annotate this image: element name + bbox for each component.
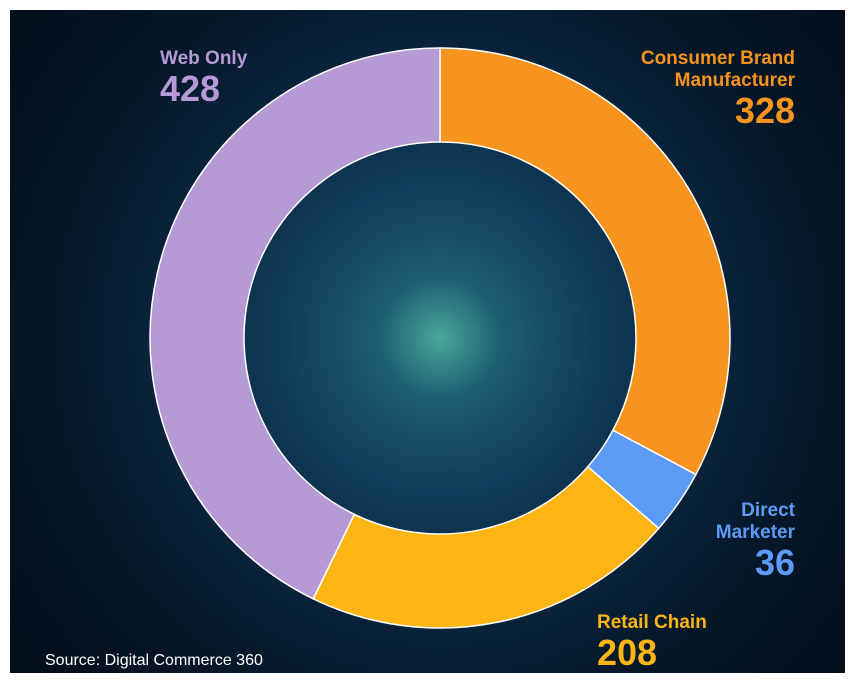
category-name: Direct Marketer xyxy=(685,500,795,544)
source-note: Source: Digital Commerce 360 xyxy=(45,652,263,670)
value-label: 208 xyxy=(597,634,797,672)
category-name: Retail Chain xyxy=(597,612,797,634)
page: Source: Digital Commerce 360 Consumer Br… xyxy=(0,0,855,683)
value-label: 428 xyxy=(160,70,360,108)
category-name: Web Only xyxy=(160,48,360,70)
chart-panel: Source: Digital Commerce 360 Consumer Br… xyxy=(10,10,845,673)
donut-slice xyxy=(313,467,658,628)
donut-slice xyxy=(150,48,440,599)
value-label: 36 xyxy=(685,544,795,582)
category-name: Consumer Brand Manufacturer xyxy=(595,48,795,92)
value-label: 328 xyxy=(595,92,795,130)
